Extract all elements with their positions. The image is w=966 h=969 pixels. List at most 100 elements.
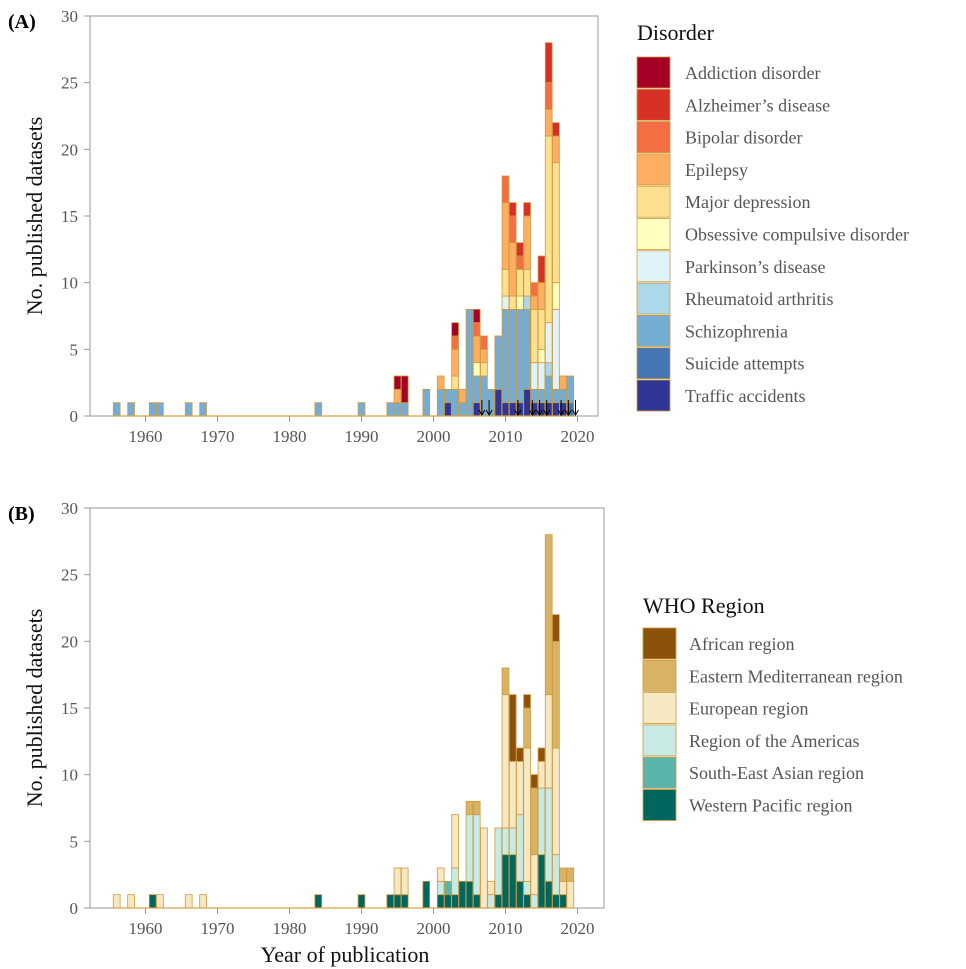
bar-segment-2014-african-region: [530, 774, 539, 789]
bar-segment-2013-african-region: [523, 694, 531, 709]
bar-segment-2012-western-pacific-region: [516, 880, 524, 909]
bar-segment-2015-region-of-the-americas: [537, 787, 546, 856]
bar-segment-2010-european-region: [501, 694, 510, 829]
bar-segment-2012-european-region: [516, 760, 524, 816]
bar-segment-1962-schizophrenia: [156, 402, 164, 417]
bar-segment-2019-schizophrenia: [566, 375, 575, 404]
legend-swatch-african-region: [642, 627, 677, 660]
legend-swatch-region-of-the-americas: [642, 724, 677, 757]
bar-segment-1966-schizophrenia: [184, 402, 193, 417]
legend-label-epilepsy: Epilepsy: [685, 160, 748, 180]
bar-segment-2009-region-of-the-americas: [494, 827, 503, 896]
y-tick-label-20: 20: [61, 140, 78, 159]
legend-swatch-bipolar-disorder: [636, 121, 671, 153]
bar-segment-1994-western-pacific-region: [386, 894, 395, 909]
bar-segment-2018-western-pacific-region: [559, 894, 567, 909]
bar-segment-2008-region-of-the-americas: [487, 894, 495, 909]
bar-segment-2002-schizophrenia: [444, 388, 452, 404]
bar-segment-1995-western-pacific-region: [393, 894, 402, 909]
bar-segment-1990-schizophrenia: [357, 402, 366, 417]
legend-swatch-obsessive-compulsive-disorder: [636, 218, 671, 250]
bar-segment-2017-region-of-the-americas: [552, 854, 560, 896]
publication-arrow-2008-1: [485, 400, 493, 416]
y-tick-label-5: 5: [70, 340, 79, 359]
bar-segment-2012-bipolar-disorder: [516, 255, 524, 270]
bar-segment-1996-schizophrenia: [400, 402, 409, 417]
bar-segment-2015-obsessive-compulsive-disorder: [537, 348, 546, 364]
bar-segment-2017-eastern-mediterranean-region: [552, 640, 560, 749]
bar-segment-2011-schizophrenia: [508, 308, 517, 404]
bar-segment-2010-western-pacific-region: [501, 854, 510, 909]
y-tick-label-20: 20: [61, 632, 78, 651]
x-tick-label-2000: 2000: [417, 427, 451, 446]
legend-label-alzheimer-s-disease: Alzheimer’s disease: [685, 95, 830, 115]
x-tick-label-1990: 1990: [345, 427, 379, 446]
bar-segment-1999-western-pacific-region: [422, 880, 431, 909]
panel-a-y-axis-title: No. published datasets: [22, 117, 47, 316]
x-tick-label-1980: 1980: [273, 427, 307, 446]
bar-segment-2012-obsessive-compulsive-disorder: [516, 295, 524, 310]
bar-segment-2010-traffic-accidents: [501, 402, 510, 417]
x-tick-label-1970: 1970: [201, 427, 235, 446]
panel-b-legend-title: WHO Region: [643, 593, 765, 618]
x-tick-label-2010: 2010: [489, 427, 523, 446]
bar-segment-2006-region-of-the-americas: [472, 814, 481, 896]
legend-label-rheumatoid-arthritis: Rheumatoid arthritis: [685, 289, 833, 309]
y-tick-label-25: 25: [61, 566, 78, 585]
bar-segment-2006-western-pacific-region: [472, 894, 481, 909]
panel-a-arrows: [478, 400, 579, 416]
bar-segment-2013-alzheimer-s-disease: [523, 202, 531, 217]
bar-segment-2001-region-of-the-americas: [436, 880, 445, 896]
bar-segment-2013-traffic-accidents: [523, 388, 531, 417]
bar-segment-1961-schizophrenia: [148, 402, 157, 417]
bar-segment-2007-european-region: [480, 827, 488, 909]
x-axis-title: Year of publication: [261, 942, 430, 967]
bar-segment-2016-european-region: [544, 694, 553, 789]
bar-segment-2007-epilepsy: [480, 348, 488, 364]
bar-segment-2010-major-depression: [501, 268, 510, 297]
x-tick-label-2020: 2020: [561, 427, 595, 446]
bar-segment-1994-schizophrenia: [386, 402, 395, 417]
bar-segment-2009-traffic-accidents: [494, 388, 503, 417]
bar-segment-2016-epilepsy: [544, 108, 553, 137]
bar-segment-2003-addiction-disorder: [451, 322, 459, 337]
bar-segment-2011-traffic-accidents: [508, 402, 517, 417]
legend-swatch-parkinson-s-disease: [636, 250, 671, 283]
bar-segment-1958-european-region: [127, 894, 135, 909]
bar-segment-2014-european-region: [530, 854, 539, 896]
bar-segment-2017-alzheimer-s-disease: [552, 122, 560, 137]
bar-segment-1995-addiction-disorder: [393, 375, 402, 390]
panel-a-ticks: 1960 1970 1980 1990 2000 2010 2020 0 5 10 15 20 25 30: [61, 7, 595, 446]
bar-segment-2012-alzheimer-s-disease: [516, 242, 524, 257]
bar-segment-2013-european-region: [523, 747, 531, 882]
legend-swatch-epilepsy: [636, 153, 671, 186]
bar-segment-2001-european-region: [436, 867, 445, 882]
bar-segment-2010-parkinson-s-disease: [501, 295, 510, 310]
y-tick-label-10: 10: [61, 274, 78, 293]
bar-segment-2011-alzheimer-s-disease: [508, 202, 517, 217]
bar-segment-2013-epilepsy: [523, 215, 531, 270]
bar-segment-2010-schizophrenia: [501, 308, 510, 404]
publication-arrow-2015-4: [536, 400, 543, 416]
publication-arrow-2016-5: [543, 400, 551, 416]
bar-segment-2019-european-region: [566, 880, 575, 909]
bar-segment-2010-bipolar-disorder: [501, 175, 510, 204]
panel-b-y-axis-title: No. published datasets: [22, 609, 47, 808]
x-tick-label-1960: 1960: [129, 427, 163, 446]
bar-segment-2010-region-of-the-americas: [501, 827, 510, 856]
bar-segment-2016-alzheimer-s-disease: [544, 42, 553, 84]
bar-segment-2016-rheumatoid-arthritis: [544, 362, 553, 377]
bar-segment-2011-western-pacific-region: [508, 854, 517, 909]
bar-segment-2002-western-pacific-region: [444, 894, 452, 909]
legend-label-major-depression: Major depression: [685, 192, 810, 212]
publication-arrow-2020-8: [572, 400, 579, 416]
bar-segment-2013-region-of-the-americas: [523, 880, 531, 896]
legend-label-suicide-attempts: Suicide attempts: [685, 354, 804, 374]
bar-segment-2014-eastern-mediterranean-region: [530, 787, 539, 856]
bar-segment-2004-epilepsy: [458, 388, 467, 404]
legend-swatch-western-pacific-region: [642, 789, 677, 821]
bar-segment-1996-western-pacific-region: [400, 894, 409, 909]
bar-segment-2013-rheumatoid-arthritis: [523, 295, 531, 310]
bar-segment-2003-epilepsy: [451, 348, 459, 377]
